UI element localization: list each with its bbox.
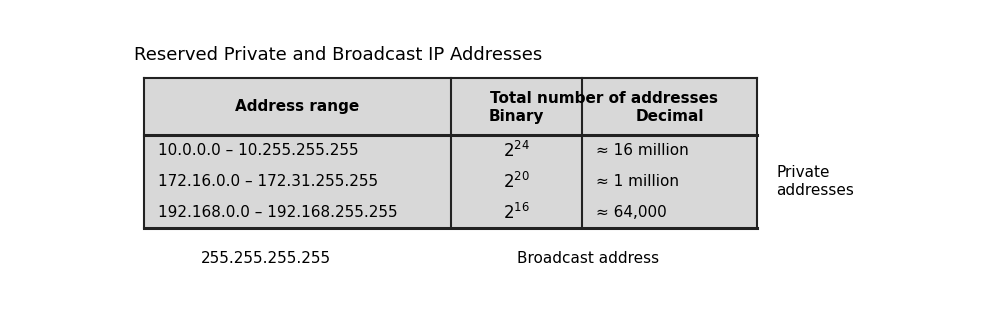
Text: ≈ 16 million: ≈ 16 million [596,143,689,158]
Text: Binary: Binary [489,109,544,124]
Text: 172.16.0.0 – 172.31.255.255: 172.16.0.0 – 172.31.255.255 [158,174,378,189]
Text: Total number of addresses: Total number of addresses [490,91,718,106]
Text: 255.255.255.255: 255.255.255.255 [201,251,332,266]
Text: $2^{16}$: $2^{16}$ [503,203,530,223]
FancyBboxPatch shape [144,77,757,228]
Text: Broadcast address: Broadcast address [517,251,659,266]
Text: Reserved Private and Broadcast IP Addresses: Reserved Private and Broadcast IP Addres… [134,46,543,64]
Text: $2^{20}$: $2^{20}$ [503,172,530,192]
Text: 10.0.0.0 – 10.255.255.255: 10.0.0.0 – 10.255.255.255 [158,143,359,158]
Text: Private
addresses: Private addresses [776,166,854,198]
Text: $2^{24}$: $2^{24}$ [503,140,530,161]
Text: Address range: Address range [235,99,360,114]
Text: 192.168.0.0 – 192.168.255.255: 192.168.0.0 – 192.168.255.255 [158,205,398,220]
Text: Decimal: Decimal [635,109,704,124]
Text: ≈ 1 million: ≈ 1 million [596,174,679,189]
Text: ≈ 64,000: ≈ 64,000 [596,205,667,220]
